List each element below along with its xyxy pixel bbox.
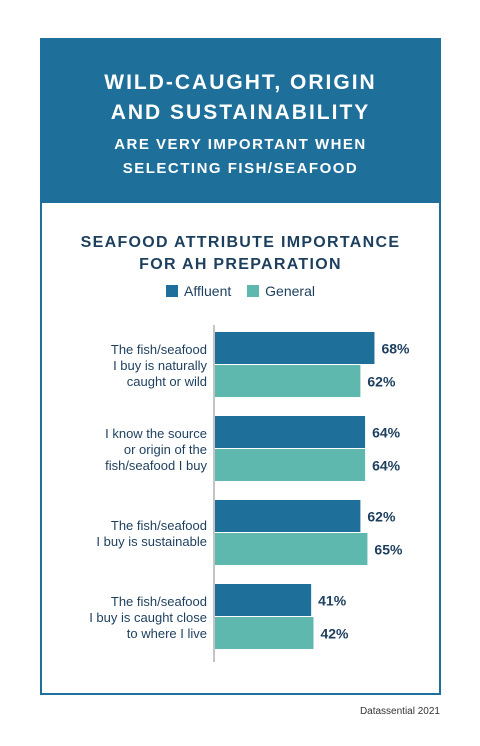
category-label: I buy is naturally: [113, 358, 207, 373]
category-label: I buy is caught close: [89, 610, 207, 625]
legend-swatch-affluent: [166, 285, 179, 297]
chart-title-line-1: SEAFOOD ATTRIBUTE IMPORTANCE: [80, 234, 401, 251]
category-label: The fish/seafood: [111, 518, 207, 533]
headline-line-2: AND SUSTAINABILITY: [110, 101, 371, 124]
category-label: I know the source: [105, 426, 207, 441]
data-label-affluent: 62%: [367, 509, 396, 525]
bar-general: [215, 617, 314, 649]
data-label-affluent: 64%: [372, 425, 401, 441]
category-label: The fish/seafood: [111, 342, 207, 357]
legend-swatch-general: [247, 285, 260, 297]
bar-affluent: [215, 416, 366, 448]
subheadline-line-2: SELECTING FISH/SEAFOOD: [122, 160, 359, 177]
category-label: caught or wild: [127, 374, 207, 389]
bar-general: [215, 533, 368, 565]
header-banner: WILD-CAUGHT, ORIGIN AND SUSTAINABILITY A…: [42, 40, 439, 203]
chart-title-line-2: FOR AH PREPARATION: [139, 256, 342, 273]
category-label: or origin of the: [124, 442, 207, 457]
data-label-affluent: 68%: [381, 341, 410, 357]
bar-general: [215, 449, 366, 481]
subheadline-line-1: ARE VERY IMPORTANT WHEN: [114, 136, 367, 153]
category-label: to where I live: [127, 626, 207, 641]
data-label-affluent: 41%: [318, 593, 347, 609]
legend-item-affluent: Affluent: [166, 283, 231, 299]
source-credit: Datassential 2021: [359, 706, 440, 717]
bar-affluent: [215, 584, 312, 616]
bar-affluent: [215, 332, 375, 364]
category-label: I buy is sustainable: [96, 534, 207, 549]
data-label-general: 64%: [372, 458, 401, 474]
legend-item-general: General: [247, 283, 315, 299]
legend-label-affluent: Affluent: [184, 283, 232, 299]
data-label-general: 65%: [374, 542, 403, 558]
bar-affluent: [215, 500, 361, 532]
data-label-general: 42%: [320, 626, 349, 642]
infographic-card: WILD-CAUGHT, ORIGIN AND SUSTAINABILITY A…: [40, 38, 441, 695]
category-label: fish/seafood I buy: [105, 458, 207, 473]
chart-title: SEAFOOD ATTRIBUTE IMPORTANCE FOR AH PREP…: [42, 232, 439, 276]
category-label: The fish/seafood: [111, 594, 207, 609]
legend-label-general: General: [265, 283, 315, 299]
data-label-general: 62%: [367, 374, 396, 390]
chart-legend: Affluent General: [42, 283, 439, 300]
headline-line-1: WILD-CAUGHT, ORIGIN: [104, 71, 377, 94]
bar-general: [215, 365, 361, 397]
